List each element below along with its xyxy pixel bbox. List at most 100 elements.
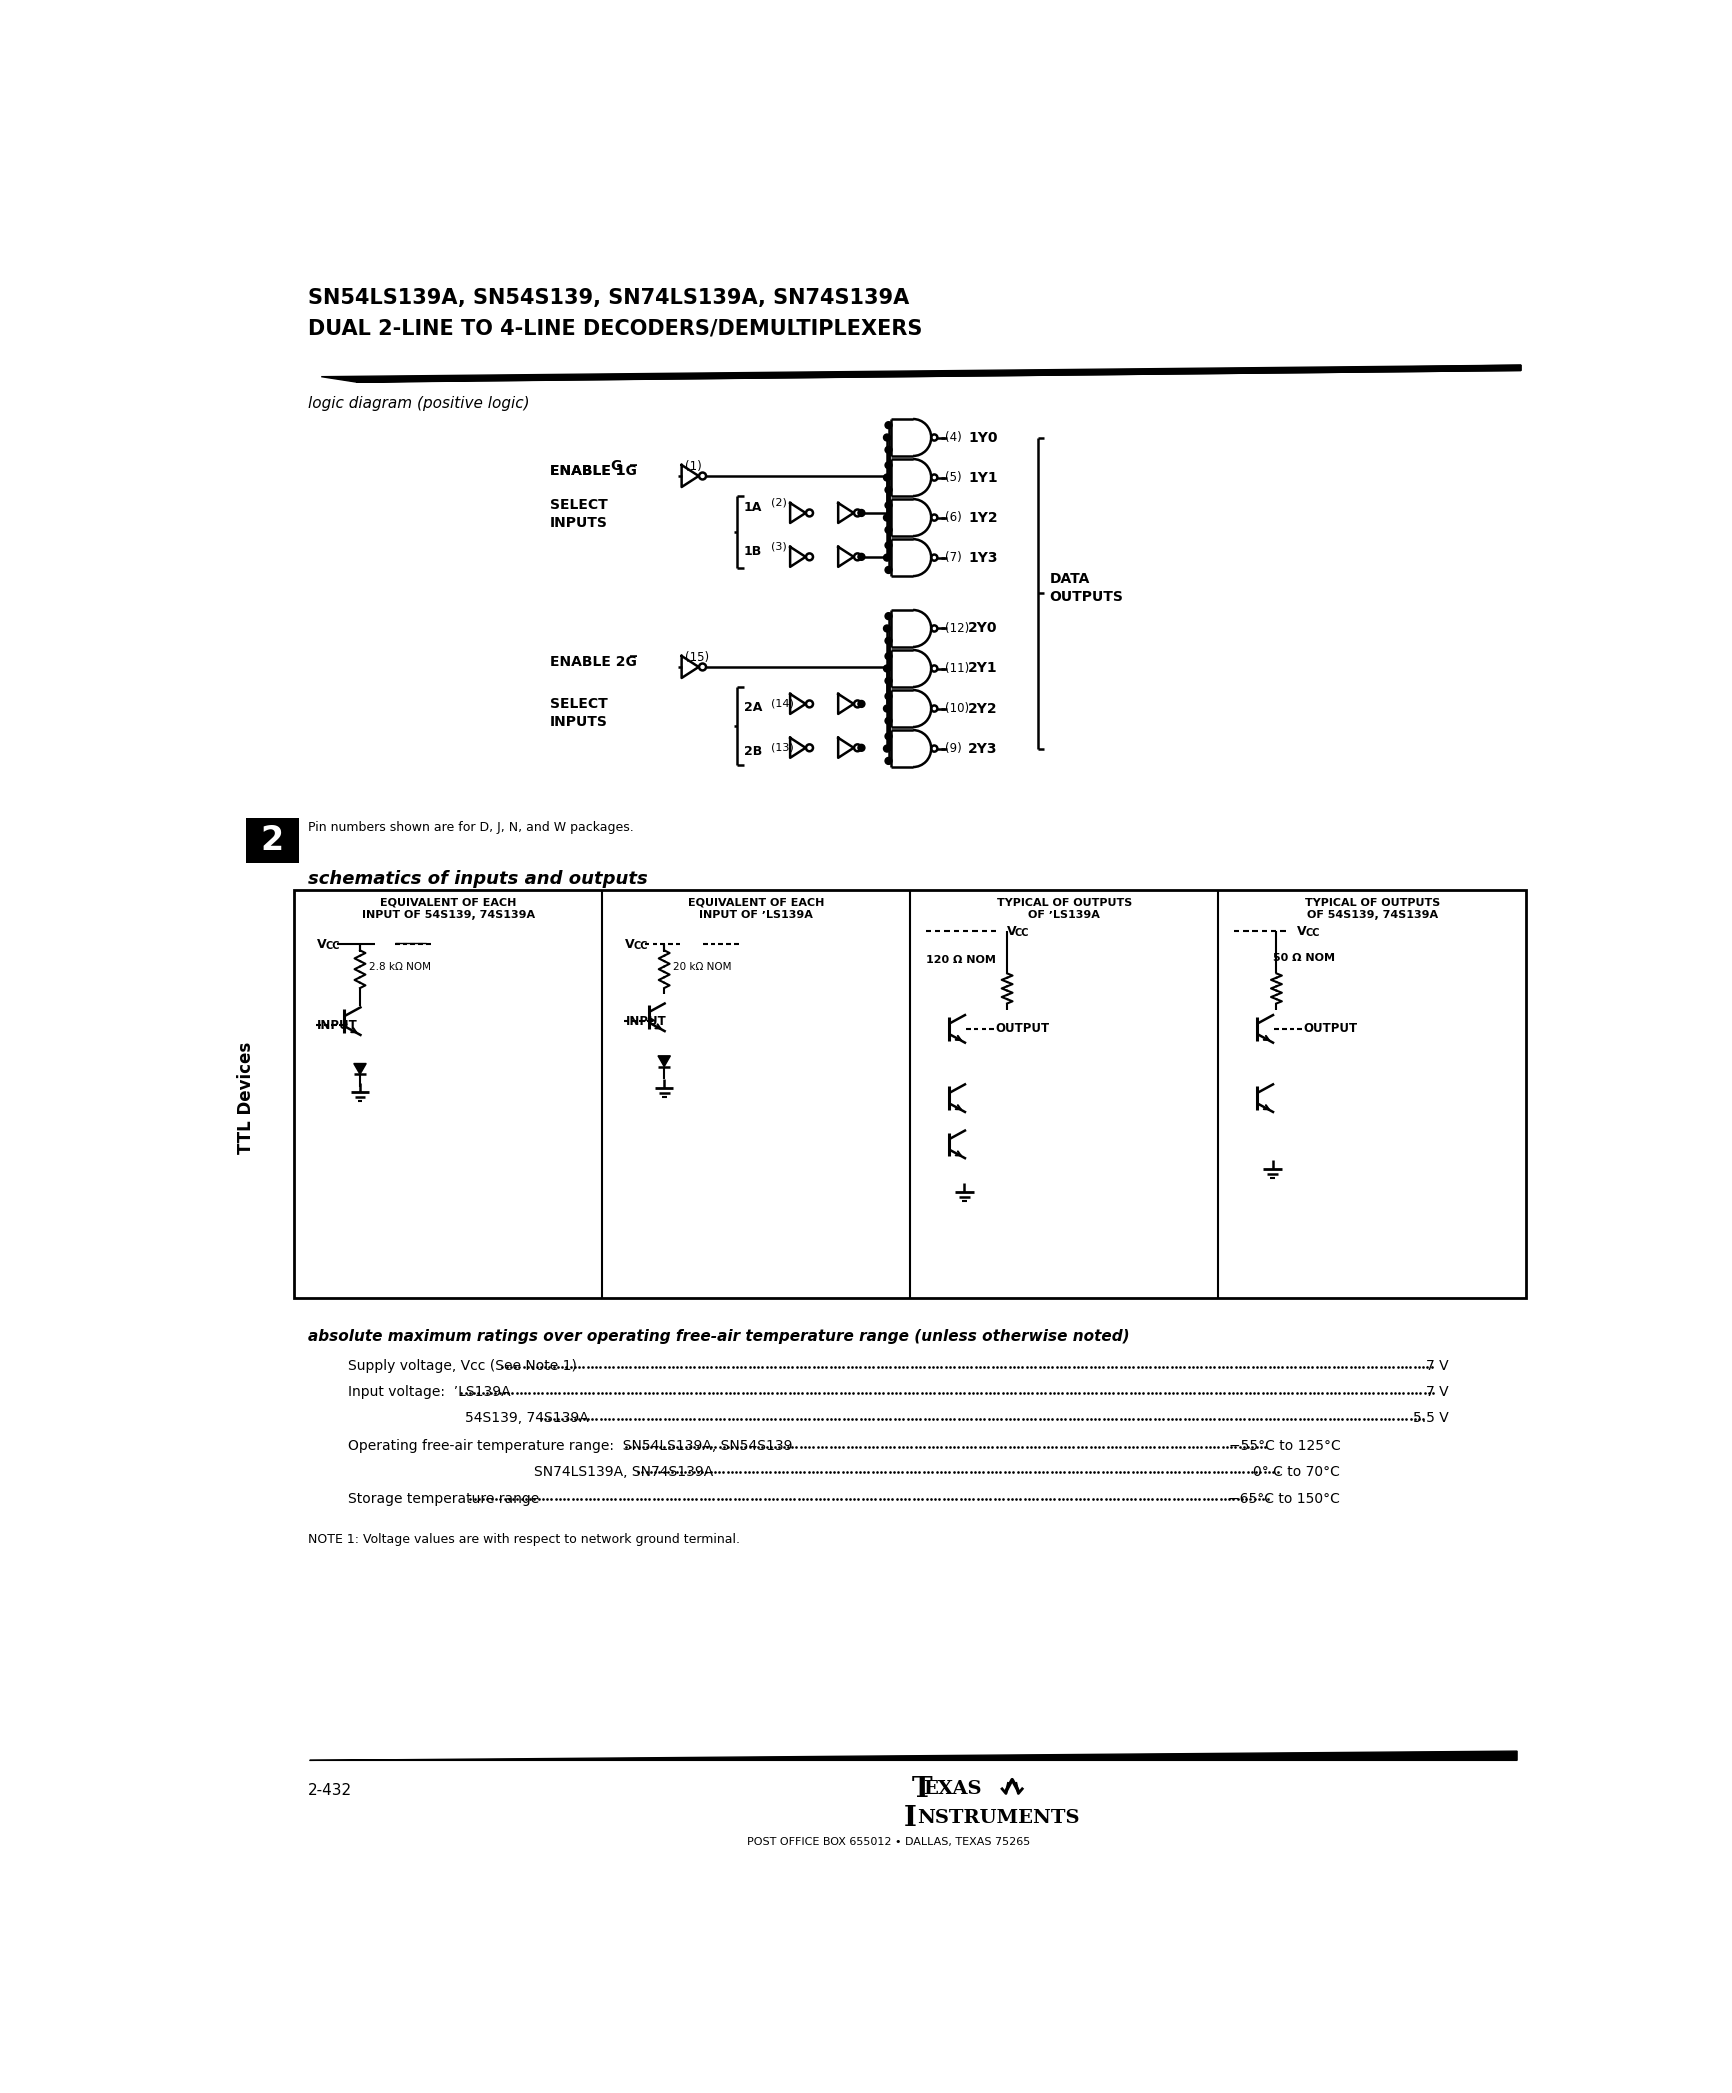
Text: V: V	[625, 938, 634, 950]
Circle shape	[885, 678, 892, 684]
Text: 0° C to 70°C: 0° C to 70°C	[1252, 1465, 1339, 1478]
Polygon shape	[838, 695, 854, 714]
Text: Operating free-air temperature range:  SN54LS139A, SN54S139: Operating free-air temperature range: SN…	[348, 1440, 793, 1453]
Text: schematics of inputs and outputs: schematics of inputs and outputs	[308, 871, 648, 887]
Text: NSTRUMENTS: NSTRUMENTS	[916, 1808, 1079, 1827]
Circle shape	[883, 705, 890, 712]
Text: TYPICAL OF OUTPUTS
OF 54S139, 74S139A: TYPICAL OF OUTPUTS OF 54S139, 74S139A	[1304, 898, 1439, 919]
Text: (14): (14)	[771, 699, 793, 707]
Text: INPUT: INPUT	[625, 1015, 665, 1028]
Text: INPUTS: INPUTS	[549, 517, 608, 530]
Text: 2A: 2A	[743, 701, 762, 714]
Text: SELECT: SELECT	[549, 697, 608, 712]
Text: 120 Ω NOM: 120 Ω NOM	[925, 954, 996, 965]
Text: (11): (11)	[944, 661, 968, 676]
Text: 2.8 kΩ NOM: 2.8 kΩ NOM	[369, 963, 431, 973]
Text: logic diagram (positive logic): logic diagram (positive logic)	[308, 396, 530, 410]
Text: 1A: 1A	[743, 500, 762, 515]
Text: OUTPUT: OUTPUT	[994, 1021, 1050, 1036]
Circle shape	[857, 701, 864, 707]
Circle shape	[885, 636, 892, 645]
Text: 2B: 2B	[743, 745, 762, 758]
Text: SELECT: SELECT	[549, 498, 608, 513]
Text: V: V	[1297, 925, 1306, 938]
Text: 5.5 V: 5.5 V	[1412, 1411, 1448, 1425]
Text: EXAS: EXAS	[923, 1781, 980, 1798]
Text: ENABLE 1: ENABLE 1	[549, 465, 625, 477]
Text: 2Y1: 2Y1	[968, 661, 998, 676]
Polygon shape	[658, 1055, 670, 1067]
Circle shape	[885, 542, 892, 548]
Text: (13): (13)	[771, 743, 793, 751]
Circle shape	[885, 463, 892, 469]
Circle shape	[883, 626, 890, 632]
Text: NOTE 1: Voltage values are with respect to network ground terminal.: NOTE 1: Voltage values are with respect …	[308, 1534, 740, 1547]
Text: OUTPUT: OUTPUT	[1302, 1021, 1356, 1036]
Circle shape	[883, 666, 890, 672]
Text: 7 V: 7 V	[1425, 1358, 1448, 1373]
Circle shape	[883, 515, 890, 521]
Text: (2): (2)	[771, 498, 786, 509]
Polygon shape	[681, 465, 698, 488]
Text: 1B: 1B	[743, 544, 762, 559]
Text: V: V	[1006, 925, 1017, 938]
Text: (6): (6)	[944, 511, 961, 523]
Text: −65°C to 150°C: −65°C to 150°C	[1228, 1492, 1339, 1505]
Text: DATA: DATA	[1050, 571, 1089, 586]
Circle shape	[885, 758, 892, 764]
Text: (4): (4)	[944, 431, 961, 444]
Text: Input voltage:  ʼLS139A: Input voltage: ʼLS139A	[348, 1386, 511, 1400]
Text: (7): (7)	[944, 550, 961, 565]
Text: 2Y3: 2Y3	[968, 741, 998, 756]
Text: (1): (1)	[686, 460, 701, 473]
Text: G: G	[610, 458, 622, 473]
Text: 54S139, 74S139A: 54S139, 74S139A	[464, 1411, 589, 1425]
Text: ENABLE 2G̅: ENABLE 2G̅	[549, 655, 636, 668]
Polygon shape	[790, 739, 805, 758]
Circle shape	[885, 421, 892, 429]
Circle shape	[885, 502, 892, 509]
Circle shape	[857, 509, 864, 517]
Text: 7 V: 7 V	[1425, 1386, 1448, 1400]
Text: 2: 2	[262, 825, 284, 856]
Text: absolute maximum ratings over operating free-air temperature range (unless other: absolute maximum ratings over operating …	[308, 1329, 1129, 1344]
Circle shape	[885, 446, 892, 454]
Circle shape	[885, 653, 892, 659]
Polygon shape	[320, 364, 1521, 383]
Text: V: V	[317, 938, 327, 950]
Text: OUTPUTS: OUTPUTS	[1050, 590, 1122, 605]
Text: 1Y2: 1Y2	[968, 511, 998, 525]
Text: EQUIVALENT OF EACH
INPUT OF ʼLS139A: EQUIVALENT OF EACH INPUT OF ʼLS139A	[688, 898, 824, 919]
Text: Storage temperature range: Storage temperature range	[348, 1492, 539, 1505]
Text: POST OFFICE BOX 655012 • DALLAS, TEXAS 75265: POST OFFICE BOX 655012 • DALLAS, TEXAS 7…	[746, 1838, 1029, 1848]
Polygon shape	[681, 655, 698, 678]
Text: 1Y0: 1Y0	[968, 431, 998, 444]
Text: (10): (10)	[944, 701, 968, 716]
Text: INPUT: INPUT	[317, 1019, 359, 1032]
Text: 1Y1: 1Y1	[968, 471, 998, 486]
Text: 2-432: 2-432	[308, 1783, 352, 1798]
Circle shape	[885, 733, 892, 739]
Text: 2Y0: 2Y0	[968, 622, 998, 636]
Text: CC: CC	[1304, 929, 1318, 938]
Text: (5): (5)	[944, 471, 961, 483]
Text: (3): (3)	[771, 542, 786, 553]
Text: TTL Devices: TTL Devices	[237, 1042, 255, 1153]
Bar	[246, 818, 298, 862]
Text: EQUIVALENT OF EACH
INPUT OF 54S139, 74S139A: EQUIVALENT OF EACH INPUT OF 54S139, 74S1…	[362, 898, 535, 919]
Circle shape	[883, 745, 890, 751]
Text: Pin numbers shown are for D, J, N, and W packages.: Pin numbers shown are for D, J, N, and W…	[308, 820, 634, 833]
Text: I: I	[902, 1804, 916, 1831]
Text: ENABLE 1G̅: ENABLE 1G̅	[549, 465, 636, 477]
Bar	[294, 890, 1526, 1298]
Circle shape	[857, 745, 864, 751]
Circle shape	[883, 555, 890, 561]
Circle shape	[885, 486, 892, 494]
Polygon shape	[310, 1752, 1516, 1760]
Circle shape	[885, 718, 892, 724]
Polygon shape	[790, 695, 805, 714]
Circle shape	[885, 613, 892, 620]
Text: INPUTS: INPUTS	[549, 714, 608, 728]
Polygon shape	[790, 546, 805, 567]
Text: (15): (15)	[686, 651, 708, 663]
